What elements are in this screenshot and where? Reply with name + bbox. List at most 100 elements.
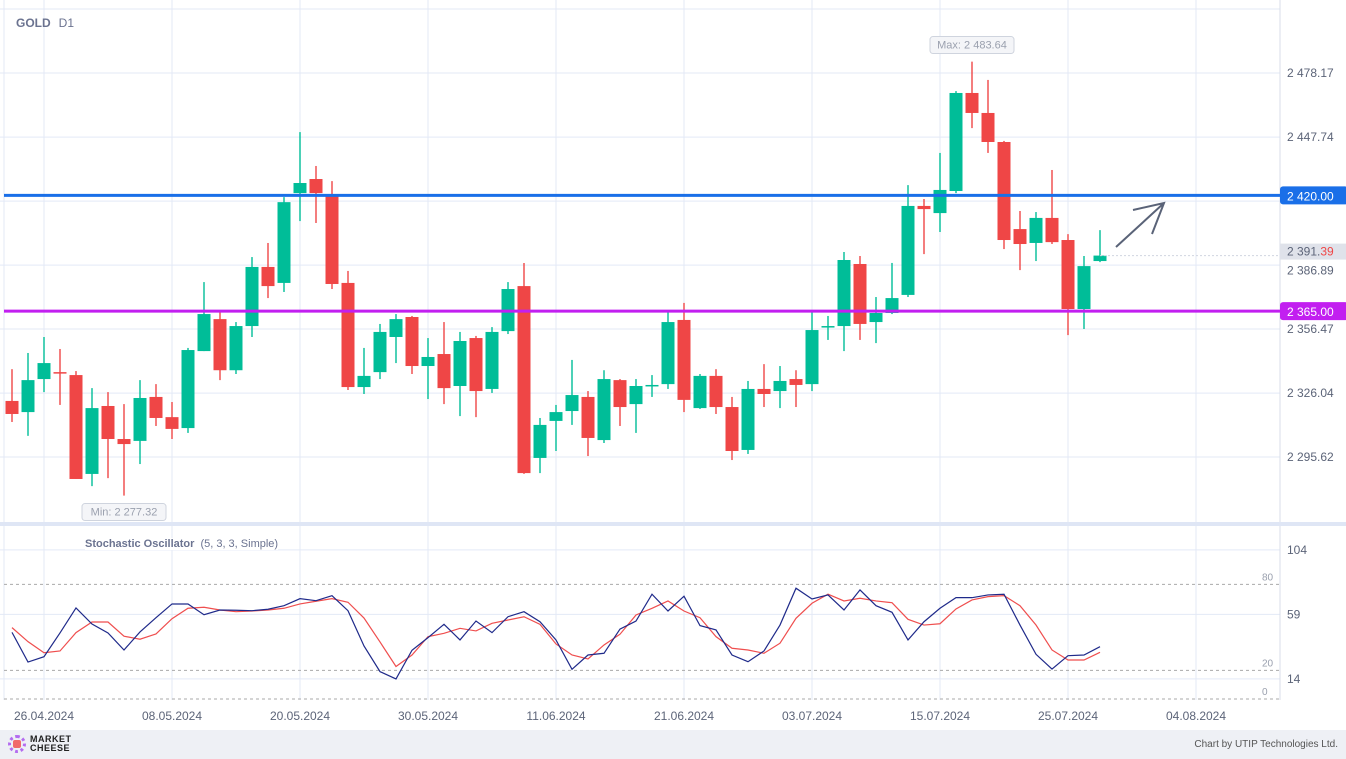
candle [533, 417, 547, 474]
candle [245, 257, 259, 337]
candle [37, 336, 51, 393]
candle-body [309, 179, 323, 194]
symbol-label: GOLD D1 [16, 16, 74, 30]
footer: MARKET CHEESE Chart by UTIP Technologies… [0, 730, 1346, 759]
price-tick-label: 2 356.47 [1287, 322, 1334, 336]
max-tooltip [929, 36, 1015, 55]
date-label: 21.06.2024 [654, 709, 714, 723]
date-label: 25.07.2024 [1038, 709, 1098, 723]
candle-body [565, 395, 579, 412]
candle-body [117, 439, 131, 445]
candle-body [837, 260, 851, 327]
candle [821, 315, 835, 340]
stoch-tick-label: 14 [1287, 672, 1301, 686]
price-tick-label: 2 478.17 [1287, 66, 1334, 80]
candle [1013, 210, 1027, 271]
candle-body [1061, 240, 1075, 310]
candle [421, 338, 435, 400]
candle [293, 132, 307, 222]
candle-body [261, 266, 275, 287]
candle-body [949, 92, 963, 192]
candle [677, 302, 691, 413]
gold-d1-chart[interactable]: 2 478.17 2 447.74 2 386.89 2 356.47 2 326.04… [0, 0, 1346, 730]
candle-body [229, 326, 243, 371]
stoch-tick-label: 104 [1287, 543, 1307, 557]
indicator-params: (5, 3, 3, Simple) [200, 538, 279, 550]
candle-body [165, 417, 179, 429]
candle-body [293, 183, 307, 194]
logo-text: MARKET CHEESE [30, 734, 72, 753]
candle-body [821, 326, 835, 328]
candle [101, 392, 115, 479]
candle [149, 384, 163, 426]
last-price-decimals: 39 [1320, 245, 1334, 259]
candle [1093, 230, 1107, 263]
candle-body [405, 317, 419, 367]
candle [693, 374, 707, 409]
date-label: 30.05.2024 [398, 709, 458, 723]
candle [965, 61, 979, 129]
candle [837, 252, 851, 352]
candle [933, 152, 947, 233]
candle-body [933, 189, 947, 214]
candle-body [709, 375, 723, 408]
min-tooltip [81, 503, 167, 522]
candle [437, 322, 451, 405]
candle [69, 371, 83, 479]
logo-icon [8, 735, 26, 753]
candle-body [1077, 266, 1091, 310]
last-price-tag [1280, 243, 1346, 260]
max-label: Max: 2 483.64 [937, 40, 1007, 52]
candle-body [885, 298, 899, 314]
candle [661, 311, 675, 389]
chart-credit: Chart by UTIP Technologies Ltd. [1194, 739, 1338, 750]
candle-body [613, 380, 627, 408]
candle-body [645, 384, 659, 387]
candle-body [597, 379, 611, 441]
timeframe: D1 [58, 16, 75, 30]
candle [1077, 256, 1091, 329]
candle-body [85, 408, 99, 474]
candle-body [853, 263, 867, 324]
indicator-label: Stochastic Oscillator (5, 3, 3, Simple) [85, 538, 279, 550]
candle-body [757, 388, 771, 394]
candle-body [1013, 229, 1027, 245]
candle-body [453, 340, 467, 387]
market-cheese-logo: MARKET CHEESE [8, 735, 80, 753]
candle [261, 242, 275, 299]
candle-body [437, 354, 451, 389]
candle [325, 181, 339, 290]
candle-body [677, 319, 691, 400]
candle-body [965, 92, 979, 113]
candle-body [357, 375, 371, 388]
candle [117, 404, 131, 496]
candle [549, 404, 563, 452]
candle [53, 348, 67, 405]
candle-body [901, 205, 915, 295]
candle [501, 282, 515, 335]
candle [357, 347, 371, 394]
candle [213, 311, 227, 381]
candle [229, 322, 243, 375]
candle [709, 369, 723, 414]
candle [565, 359, 579, 425]
candle [133, 380, 147, 465]
candle [949, 91, 963, 194]
date-label: 15.07.2024 [910, 709, 970, 723]
stoch-tick-label: 59 [1287, 607, 1301, 621]
candle-body [277, 202, 291, 283]
candle [453, 331, 467, 417]
candle-body [981, 112, 995, 142]
candle [389, 314, 403, 364]
candle-body [101, 405, 115, 440]
support-price-label: 2 365.00 [1287, 305, 1334, 319]
candle-body [325, 195, 339, 284]
candle-body [197, 314, 211, 352]
candle-body [869, 313, 883, 323]
candle [197, 282, 211, 352]
candle-body [21, 380, 35, 413]
candle-body [549, 412, 563, 421]
date-label: 11.06.2024 [526, 709, 585, 723]
last-price-label: 2 391. [1287, 245, 1320, 259]
candle-body [581, 396, 595, 438]
